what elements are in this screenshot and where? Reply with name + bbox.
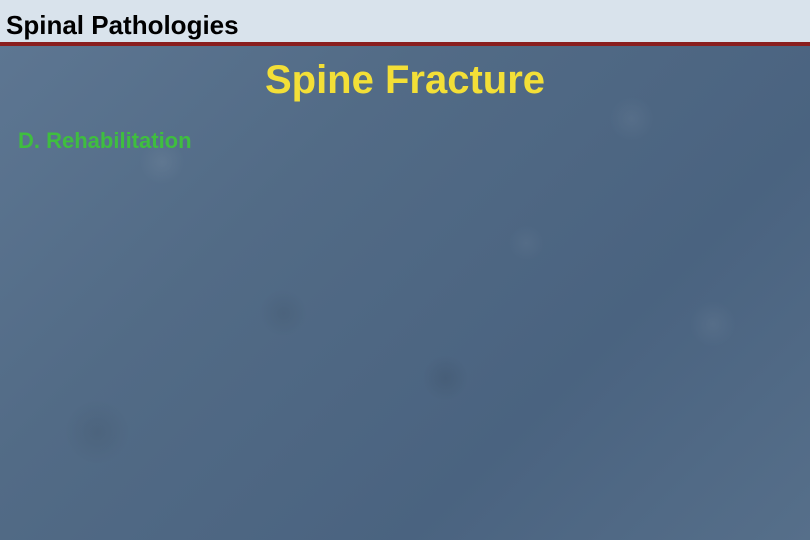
header-divider <box>0 42 810 46</box>
slide-title: Spine Fracture <box>0 58 810 103</box>
header-band: Spinal Pathologies <box>0 0 810 42</box>
slide-subheading: D. Rehabilitation <box>18 128 192 154</box>
header-text: Spinal Pathologies <box>6 12 239 38</box>
slide: Spinal Pathologies Spine Fracture D. Reh… <box>0 0 810 540</box>
